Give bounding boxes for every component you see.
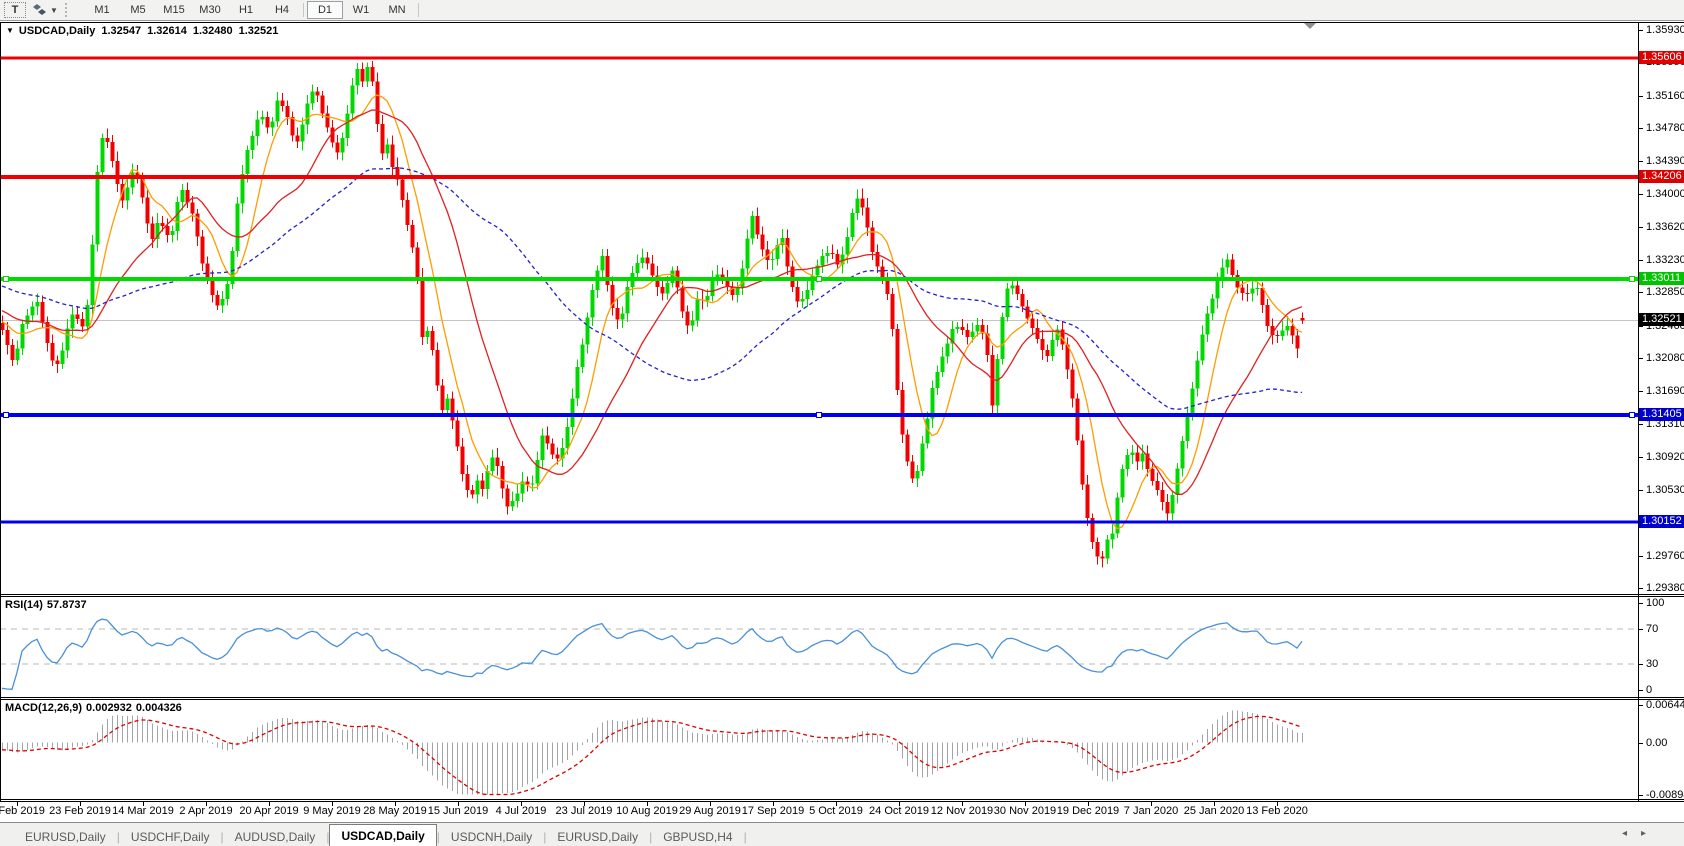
rsi-line [1, 618, 1303, 690]
tab-separator: | [436, 829, 440, 844]
hline-handle [3, 276, 9, 282]
hline-handle [3, 412, 9, 418]
price-open: 1.32547 [101, 25, 142, 37]
macd-indicator-label: MACD(12,26,9) 0.002932 0.004326 [5, 702, 186, 714]
tab-separator: | [543, 829, 547, 844]
hline-handle [816, 276, 822, 282]
timeframe-button-m30[interactable]: M30 [199, 4, 221, 16]
timeframe-button-d1[interactable]: D1 [307, 1, 343, 19]
timeframe-button-mn[interactable]: MN [388, 4, 406, 16]
diamond-arrows-icon [33, 4, 47, 15]
tab-separator: | [220, 829, 224, 844]
chart-tab-usdcad-daily[interactable]: USDCAD,Daily [329, 824, 437, 846]
timeframe-button-w1[interactable]: W1 [352, 4, 370, 16]
hline-handle [1629, 412, 1635, 418]
tab-scroll-arrows: ◂▸ [1622, 828, 1660, 839]
hline-handle [816, 412, 822, 418]
ma-fast-line [1, 94, 1303, 530]
tab-separator: | [326, 829, 330, 844]
chart-tab-eurusd-daily[interactable]: EURUSD,Daily [557, 829, 639, 844]
macd-signal-line [1, 715, 1303, 796]
rsi-value: 57.8737 [46, 599, 87, 611]
timeframes-toolbar: T ▼ M1 M5 M15 M30 H1 H4 D1 W1 MN [0, 0, 1684, 21]
rsi-indicator-label: RSI(14) 57.8737 [5, 599, 91, 611]
chart-tab-gbpusd-h4[interactable]: GBPUSD,H4 [663, 829, 733, 844]
chart-tab-eurusd-daily[interactable]: EURUSD,Daily [25, 829, 106, 844]
chart-tab-usdcnh-daily[interactable]: USDCNH,Daily [450, 829, 533, 844]
tab-separator: | [743, 829, 747, 844]
tab-scroll-left-arrow[interactable]: ◂ [1621, 828, 1641, 839]
ma-medium-line [1, 109, 1303, 495]
macd-signal-value: 0.004326 [135, 702, 182, 714]
rsi-name: RSI(14) [5, 599, 43, 611]
tab-separator: | [116, 829, 120, 844]
tab-scroll-right-arrow[interactable]: ▸ [1640, 828, 1660, 839]
rsi-panel [0, 618, 1638, 690]
chart-tab-bar: EURUSD,Daily | USDCHF,Daily | AUDUSD,Daily | U… [0, 822, 1684, 846]
symbol-name: USDCAD,Daily [18, 25, 96, 37]
candles-layer [0, 60, 1305, 568]
symbol-dropdown-icon[interactable]: ▼ [6, 26, 14, 35]
price-low: 1.32480 [192, 25, 233, 37]
timeframe-button-m15[interactable]: M15 [163, 4, 185, 16]
timeframe-button-h1[interactable]: H1 [238, 4, 254, 16]
price-scale[interactable] [1639, 22, 1684, 801]
main-price-panel [0, 60, 1638, 568]
chart-tab-audusd-daily[interactable]: AUDUSD,Daily [234, 829, 316, 844]
chart-title: ▼ USDCAD,Daily 1.32547 1.32614 1.32480 1.3252… [6, 25, 278, 37]
toolbar-separator [303, 3, 304, 17]
ma-slow-line [1, 167, 1303, 410]
macd-name: MACD(12,26,9) [5, 702, 83, 714]
hline-handle [1629, 276, 1635, 282]
timeframe-button-m1[interactable]: M1 [94, 4, 110, 16]
chart-plot-area[interactable] [0, 0, 1684, 822]
date-scale[interactable] [0, 802, 1638, 821]
chevron-down-icon: ▼ [50, 5, 58, 15]
tab-separator: | [649, 829, 653, 844]
cursor-style-icon[interactable]: ▼ [30, 2, 60, 18]
timeframe-button-m5[interactable]: M5 [130, 4, 146, 16]
text-tool-icon[interactable]: T [4, 2, 26, 18]
toolbar-separator [418, 3, 419, 17]
timeframe-button-h4[interactable]: H4 [274, 4, 290, 16]
chart-tab-usdchf-daily[interactable]: USDCHF,Daily [130, 829, 210, 844]
toolbar-grip [65, 3, 72, 17]
price-close: 1.32521 [238, 25, 279, 37]
macd-panel [1, 710, 1303, 796]
chart-shift-marker[interactable] [1304, 23, 1316, 29]
price-high: 1.32614 [147, 25, 187, 37]
timeframe-buttons: M1 M5 M15 M30 H1 H4 D1 W1 MN [77, 1, 422, 19]
macd-main-value: 0.002932 [86, 702, 132, 714]
